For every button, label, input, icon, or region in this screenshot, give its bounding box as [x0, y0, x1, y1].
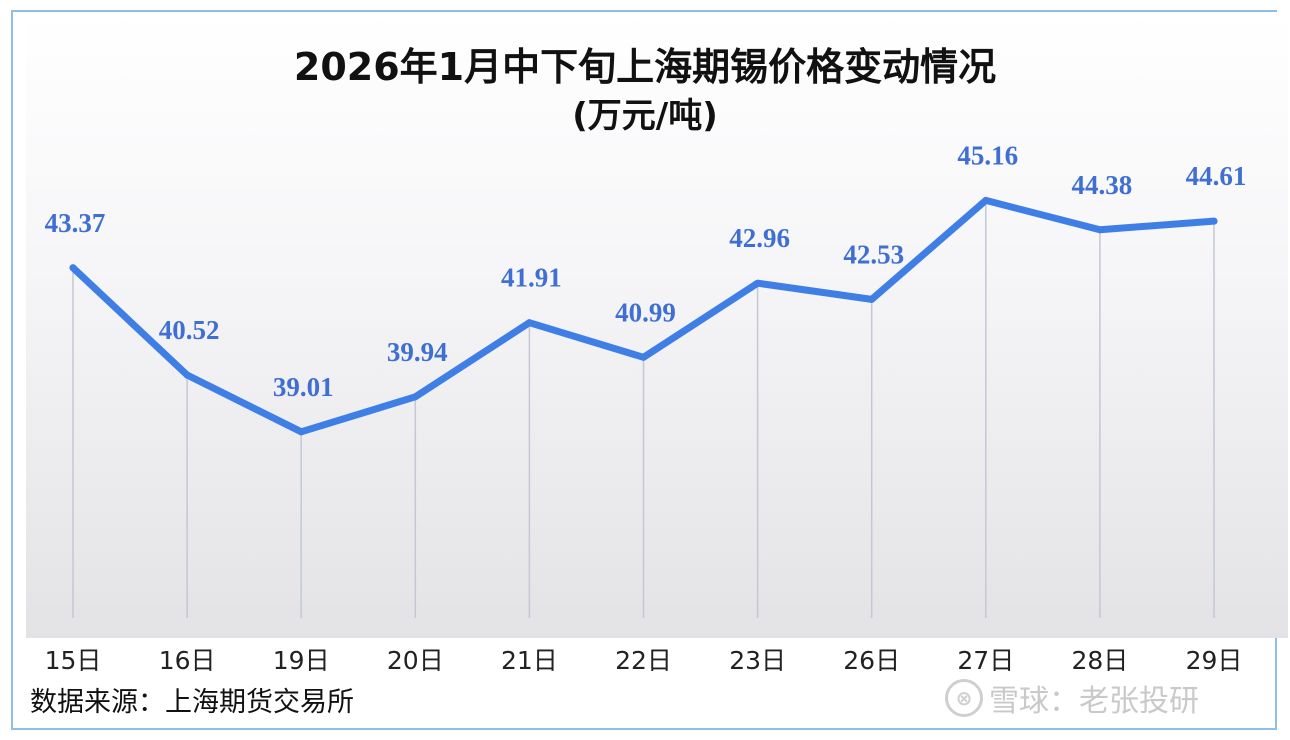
data-label: 44.61	[1186, 161, 1247, 191]
x-tick-label: 23日	[729, 646, 786, 675]
x-tick-label: 26日	[843, 646, 900, 675]
data-label: 42.53	[843, 239, 904, 269]
data-label: 41.91	[501, 263, 562, 293]
data-point	[1096, 226, 1104, 234]
data-label: 40.99	[615, 297, 676, 327]
data-label: 45.16	[957, 140, 1018, 170]
data-label: 43.37	[45, 208, 106, 238]
x-tick-label: 19日	[273, 646, 330, 675]
x-tick-label: 20日	[387, 646, 444, 675]
watermark-text: 雪球：老张投研	[989, 684, 1199, 719]
x-tick-label: 29日	[1186, 646, 1243, 675]
data-point	[183, 371, 191, 379]
data-point	[525, 319, 533, 327]
x-tick-label: 27日	[957, 646, 1014, 675]
plot-background	[26, 12, 1288, 638]
data-point	[1210, 217, 1218, 225]
data-point	[982, 196, 990, 204]
chart-title: 2026年1月中下旬上海期锡价格变动情况	[293, 45, 997, 89]
x-tick-label: 16日	[159, 646, 216, 675]
chart-frame	[11, 10, 1288, 730]
data-point	[868, 295, 876, 303]
data-label: 39.01	[273, 372, 334, 402]
snowball-logo-icon: ⊗	[945, 679, 983, 717]
data-label: 40.52	[159, 315, 220, 345]
data-point	[297, 428, 305, 436]
watermark: ⊗ 雪球：老张投研	[945, 676, 1199, 720]
x-tick-label: 15日	[45, 646, 102, 675]
data-label: 39.94	[387, 337, 448, 367]
x-tick-label: 28日	[1071, 646, 1128, 675]
data-point	[69, 264, 77, 272]
data-label: 42.96	[729, 223, 790, 253]
data-point	[411, 393, 419, 401]
x-tick-label: 22日	[615, 646, 672, 675]
chart-subtitle: (万元/吨)	[572, 96, 718, 136]
data-source-note: 数据来源：上海期货交易所	[30, 687, 354, 718]
data-label: 44.38	[1072, 170, 1133, 200]
data-point	[640, 353, 647, 361]
x-tick-label: 21日	[501, 646, 558, 675]
data-point	[754, 279, 762, 287]
